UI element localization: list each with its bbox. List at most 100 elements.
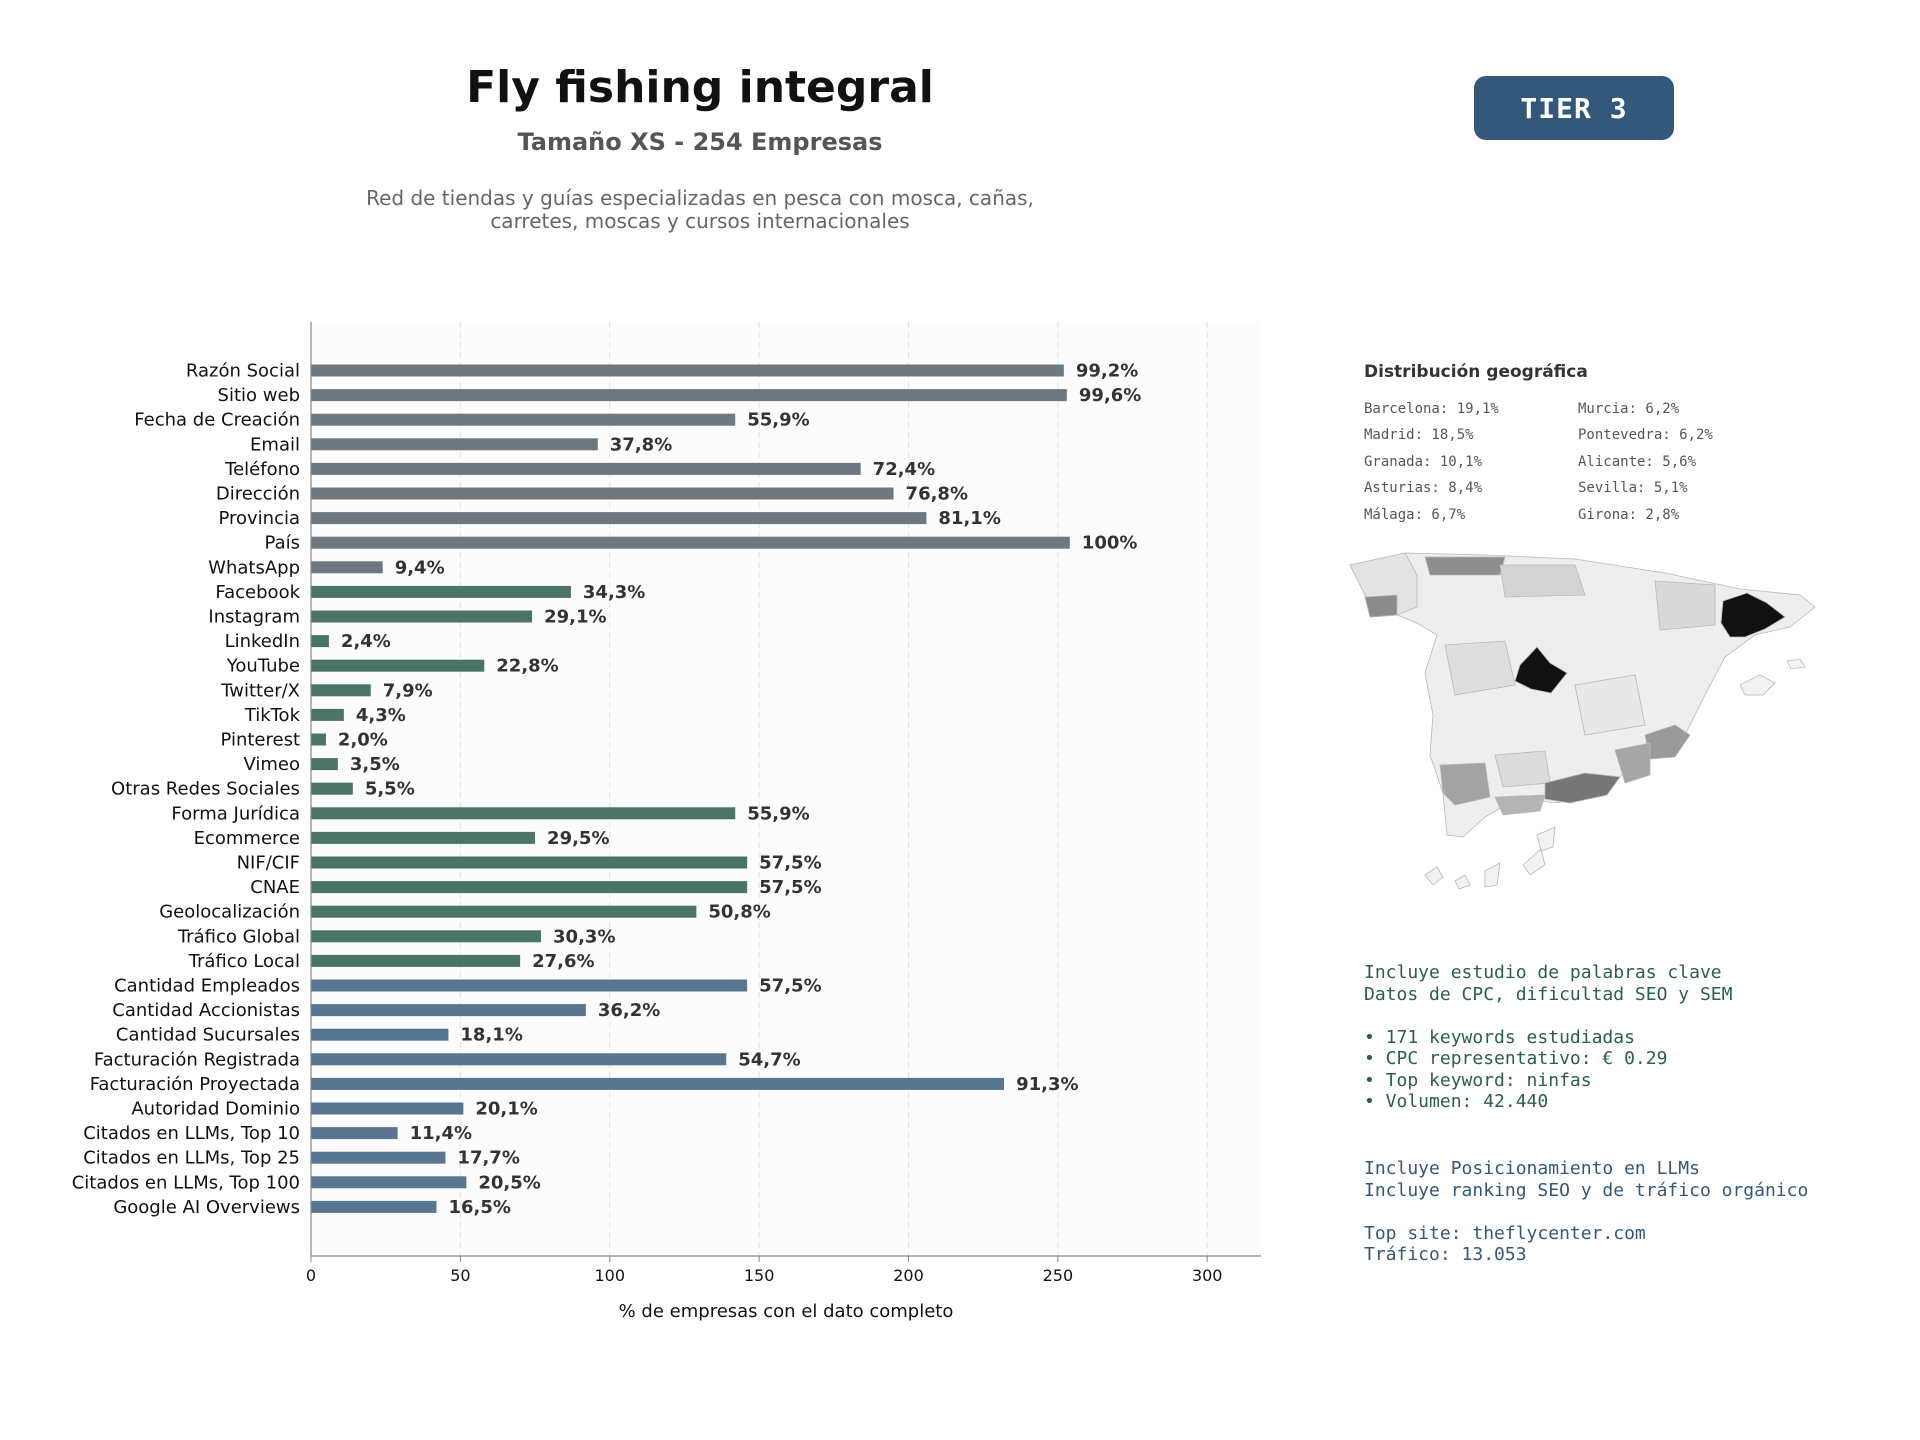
value-label: 100% — [1082, 533, 1138, 554]
category-label: YouTube — [226, 656, 300, 677]
bar — [311, 954, 521, 967]
bar — [311, 1176, 467, 1189]
category-label: Fecha de Creación — [134, 410, 300, 431]
value-label: 50,8% — [708, 902, 770, 923]
value-label: 22,8% — [496, 656, 558, 677]
description-line-1: Red de tiendas y guías especializadas en… — [366, 186, 1034, 210]
bar — [311, 1028, 449, 1041]
bar — [311, 1102, 464, 1115]
bar — [311, 1053, 727, 1066]
value-label: 4,3% — [356, 705, 406, 726]
value-label: 57,5% — [759, 853, 821, 874]
category-label: Citados en LLMs, Top 10 — [83, 1123, 300, 1144]
map-canary-islands — [1424, 826, 1556, 890]
value-label: 5,5% — [365, 779, 415, 800]
category-label: Google AI Overviews — [113, 1197, 300, 1218]
category-label: Citados en LLMs, Top 100 — [72, 1172, 300, 1193]
category-label: Tráfico Global — [177, 926, 300, 947]
bar — [311, 659, 485, 672]
value-label: 29,5% — [547, 828, 609, 849]
value-label: 36,2% — [598, 1000, 660, 1021]
bar — [311, 561, 383, 574]
value-label: 55,9% — [747, 410, 809, 431]
value-labels: 99,2% 99,6% 55,9% 37,8% 72,4% 76,8% 81,1% 100% 9… — [338, 361, 1141, 1218]
map-region-murcia — [1614, 742, 1651, 784]
value-label: 20,5% — [478, 1172, 540, 1193]
bar — [311, 684, 371, 697]
category-label: Sitio web — [218, 385, 300, 406]
bar — [311, 610, 533, 623]
value-label: 76,8% — [906, 484, 968, 505]
category-label: Forma Jurídica — [171, 803, 300, 824]
map-balearic-islands — [1739, 674, 1776, 696]
page-subtitle: Tamaño XS - 254 Empresas — [517, 128, 883, 156]
bar — [311, 1127, 398, 1140]
map-region-seville — [1439, 762, 1491, 806]
map-balearic-menorca — [1786, 658, 1806, 670]
bar — [311, 1151, 446, 1164]
bar — [311, 364, 1064, 377]
map-region-granada — [1544, 772, 1621, 804]
keywords-bullet: • Top keyword: ninfas — [1364, 1069, 1592, 1091]
geo-item: Girona: 2,8% — [1578, 507, 1680, 523]
category-label: Dirección — [216, 484, 300, 505]
bar — [311, 930, 542, 943]
map-region-castile — [1444, 640, 1516, 696]
bar — [311, 1004, 586, 1017]
category-label: Instagram — [208, 607, 300, 628]
bar — [311, 856, 748, 869]
keywords-line-1: Incluye estudio de palabras clave — [1364, 962, 1722, 983]
bar — [311, 1077, 1005, 1090]
bar — [311, 881, 748, 894]
map-region-malaga — [1494, 794, 1546, 816]
value-label: 3,5% — [350, 754, 400, 775]
map-region-asturias — [1424, 556, 1506, 576]
value-label: 55,9% — [747, 803, 809, 824]
bar — [311, 831, 536, 844]
value-label: 9,4% — [395, 557, 445, 578]
bar — [311, 536, 1070, 549]
value-label: 81,1% — [938, 508, 1000, 529]
x-tick-label: 100 — [594, 1266, 625, 1285]
category-label: TikTok — [244, 705, 301, 726]
category-label: LinkedIn — [225, 631, 300, 652]
bar — [311, 585, 571, 598]
category-label: Cantidad Sucursales — [116, 1025, 300, 1046]
value-label: 37,8% — [610, 434, 672, 455]
geo-item: Pontevedra: 6,2% — [1578, 427, 1713, 443]
category-label: Razón Social — [186, 361, 300, 382]
value-label: 34,3% — [583, 582, 645, 603]
geo-item: Granada: 10,1% — [1364, 454, 1483, 470]
top-site: Top site: theflycenter.com — [1364, 1222, 1646, 1244]
bar — [311, 487, 894, 500]
spain-map — [1349, 552, 1816, 890]
bar-chart: Razón Social Sitio web Fecha de Creación Em… — [72, 322, 1261, 1322]
category-label: Facturación Proyectada — [90, 1074, 300, 1095]
category-label: Tráfico Local — [188, 951, 300, 972]
category-label: Geolocalización — [159, 902, 300, 923]
x-tick-label: 200 — [893, 1266, 924, 1285]
geo-title: Distribución geográfica — [1364, 362, 1588, 382]
value-label: 30,3% — [553, 926, 615, 947]
geo-item: Alicante: 5,6% — [1578, 454, 1697, 470]
bar — [311, 1200, 437, 1213]
bar — [311, 782, 353, 795]
bars — [311, 364, 1070, 1213]
llm-line-1: Incluye Posicionamiento en LLMs — [1364, 1158, 1700, 1179]
keywords-info: Incluye estudio de palabras clave Datos d… — [1364, 962, 1732, 1113]
value-label: 91,3% — [1016, 1074, 1078, 1095]
value-label: 20,1% — [475, 1099, 537, 1120]
geo-item: Barcelona: 19,1% — [1364, 401, 1499, 417]
tier-badge: TIER 3 — [1474, 76, 1674, 140]
category-label: NIF/CIF — [237, 853, 300, 874]
llm-line-2: Incluye ranking SEO y de tráfico orgánic… — [1364, 1179, 1809, 1201]
description-line-2: carretes, moscas y cursos internacionale… — [490, 209, 910, 233]
x-tick-label: 150 — [744, 1266, 775, 1285]
keywords-bullet: • CPC representativo: € 0.29 — [1364, 1048, 1668, 1069]
grid-lines — [459, 322, 1208, 1256]
keywords-bullet: • 171 keywords estudiadas — [1364, 1026, 1635, 1048]
bar — [311, 438, 598, 451]
top-site-traffic: Tráfico: 13.053 — [1364, 1244, 1527, 1265]
bar — [311, 708, 344, 721]
bar — [311, 512, 927, 525]
